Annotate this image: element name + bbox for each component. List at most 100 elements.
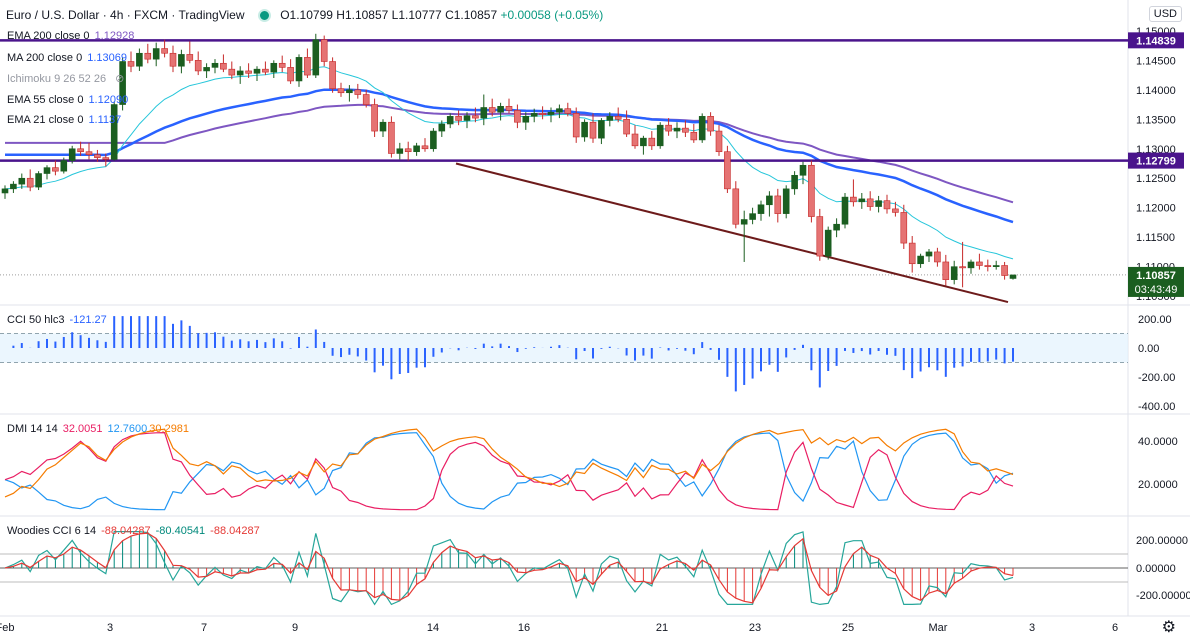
candle-body[interactable] bbox=[320, 39, 328, 62]
candle-body[interactable] bbox=[127, 61, 135, 67]
legend-ma200[interactable]: MA 200 close 0 1.13069 bbox=[7, 52, 127, 64]
candle-body[interactable] bbox=[715, 130, 723, 153]
candle-body[interactable] bbox=[522, 116, 530, 123]
candle-body[interactable] bbox=[236, 70, 244, 76]
candle-body[interactable] bbox=[698, 116, 706, 141]
candle-body[interactable] bbox=[925, 251, 933, 257]
candle-body[interactable] bbox=[572, 113, 580, 138]
candle-body[interactable] bbox=[984, 265, 992, 267]
candle-body[interactable] bbox=[295, 57, 303, 82]
candle-body[interactable] bbox=[883, 200, 891, 210]
candle-body[interactable] bbox=[564, 108, 572, 114]
candle-body[interactable] bbox=[94, 154, 101, 158]
candle-body[interactable] bbox=[866, 198, 874, 207]
candle-body[interactable] bbox=[211, 62, 219, 68]
candle-body[interactable] bbox=[656, 124, 664, 147]
candle-body[interactable] bbox=[421, 145, 429, 150]
candle-body[interactable] bbox=[497, 106, 504, 113]
candle-body[interactable] bbox=[144, 52, 152, 60]
candle-body[interactable] bbox=[757, 204, 765, 214]
candle-body[interactable] bbox=[245, 70, 252, 74]
candle-body[interactable] bbox=[589, 121, 597, 139]
descending-trendline[interactable] bbox=[455, 162, 1009, 304]
candle-body[interactable] bbox=[404, 148, 412, 153]
candle-body[interactable] bbox=[354, 89, 362, 95]
candle-body[interactable] bbox=[312, 39, 320, 76]
candle-body[interactable] bbox=[799, 164, 807, 176]
candle-body[interactable] bbox=[606, 116, 614, 121]
candle-body[interactable] bbox=[950, 266, 958, 280]
candle-body[interactable] bbox=[488, 107, 496, 113]
candle-body[interactable] bbox=[371, 104, 378, 132]
candle-body[interactable] bbox=[598, 120, 605, 139]
candle-body[interactable] bbox=[648, 137, 656, 147]
candle-body[interactable] bbox=[169, 52, 177, 67]
candle-body[interactable] bbox=[581, 121, 588, 138]
candle-body[interactable] bbox=[690, 131, 698, 141]
candle-body[interactable] bbox=[203, 67, 210, 72]
candle-body[interactable] bbox=[329, 61, 336, 89]
candle-body[interactable] bbox=[35, 173, 42, 188]
candle-body[interactable] bbox=[640, 137, 647, 147]
candle-body[interactable] bbox=[480, 107, 488, 119]
candle-body[interactable] bbox=[186, 54, 194, 61]
candle-body[interactable] bbox=[782, 188, 790, 214]
legend-ema21[interactable]: EMA 21 close 0 1.1137 bbox=[7, 114, 121, 126]
candle-body[interactable] bbox=[18, 177, 26, 185]
candle-body[interactable] bbox=[52, 167, 59, 172]
candle-body[interactable] bbox=[858, 198, 866, 203]
dmi-legend[interactable]: DMI 14 14 32.0051 12.7600 30.2981 bbox=[7, 423, 189, 435]
candle-body[interactable] bbox=[959, 266, 966, 269]
candle-body[interactable] bbox=[875, 200, 882, 207]
candle-body[interactable] bbox=[774, 195, 782, 214]
candle-body[interactable] bbox=[362, 94, 370, 105]
candle-body[interactable] bbox=[304, 57, 311, 76]
candle-body[interactable] bbox=[136, 52, 143, 67]
candle-body[interactable] bbox=[665, 124, 672, 132]
candle-body[interactable] bbox=[841, 196, 849, 225]
woodies-legend[interactable]: Woodies CCI 6 14 -88.04287 -80.40541 -88.04… bbox=[7, 525, 260, 537]
candle-body[interactable] bbox=[514, 110, 521, 123]
legend-ema55[interactable]: EMA 55 close 0 1.12090 bbox=[7, 94, 128, 106]
candle-body[interactable] bbox=[178, 54, 185, 67]
candle-body[interactable] bbox=[346, 89, 353, 94]
legend-ema200[interactable]: EMA 200 close 0 1.12928 bbox=[7, 30, 134, 42]
candle-body[interactable] bbox=[673, 127, 681, 132]
candle-body[interactable] bbox=[253, 68, 261, 74]
candle-body[interactable] bbox=[379, 121, 387, 132]
candle-body[interactable] bbox=[287, 67, 294, 82]
candle-body[interactable] bbox=[530, 113, 538, 117]
candle-body[interactable] bbox=[110, 104, 118, 160]
legend-ichimoku[interactable]: Ichimoku 9 26 52 26 ⊘ bbox=[7, 72, 124, 85]
candle-body[interactable] bbox=[463, 115, 471, 121]
cci-legend[interactable]: CCI 50 hlc3 -121.27 bbox=[7, 314, 107, 326]
candle-body[interactable] bbox=[388, 121, 395, 154]
candle-body[interactable] bbox=[833, 223, 840, 231]
candle-body[interactable] bbox=[228, 68, 236, 76]
candle-body[interactable] bbox=[77, 148, 84, 153]
candle-body[interactable] bbox=[992, 265, 1000, 267]
candle-body[interactable] bbox=[10, 183, 17, 190]
candle-body[interactable] bbox=[68, 148, 76, 161]
symbol-title[interactable]: Euro / U.S. Dollar · 4h · FXCM · Trading… bbox=[6, 8, 245, 22]
candle-body[interactable] bbox=[85, 151, 93, 155]
candle-body[interactable] bbox=[446, 116, 454, 125]
candle-body[interactable] bbox=[816, 216, 824, 257]
candle-body[interactable] bbox=[26, 177, 34, 188]
candle-body[interactable] bbox=[934, 251, 941, 263]
candle-body[interactable] bbox=[1009, 274, 1017, 279]
candle-body[interactable] bbox=[220, 62, 227, 70]
candle-body[interactable] bbox=[623, 118, 630, 135]
candle-body[interactable] bbox=[614, 116, 622, 120]
candle-body[interactable] bbox=[102, 157, 110, 160]
candle-body[interactable] bbox=[539, 113, 546, 115]
candle-body[interactable] bbox=[808, 164, 815, 217]
candle-body[interactable] bbox=[732, 188, 740, 225]
candle-body[interactable] bbox=[976, 261, 983, 266]
candle-body[interactable] bbox=[556, 108, 563, 113]
candle-body[interactable] bbox=[194, 60, 202, 72]
candle-body[interactable] bbox=[396, 148, 404, 154]
candle-body[interactable] bbox=[900, 212, 908, 244]
candle-body[interactable] bbox=[1, 188, 9, 194]
